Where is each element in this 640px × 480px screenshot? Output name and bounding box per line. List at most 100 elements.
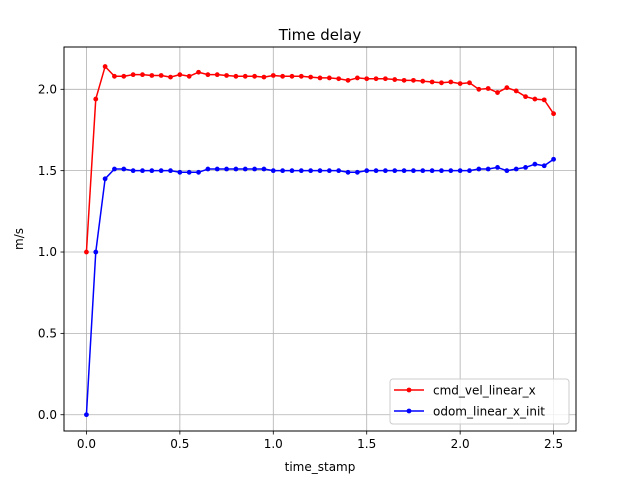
legend-swatch-marker [406,408,412,414]
y-tick-label: 0.5 [38,327,57,341]
data-point [196,69,201,75]
data-point [289,168,295,174]
y-axis: 0.0 0.5 1.0 1.5 2.0 [38,83,64,422]
legend-box [389,378,570,425]
data-point [523,94,528,100]
data-point [495,90,500,95]
data-point [261,74,267,80]
data-point [392,77,398,82]
data-point [168,168,173,174]
data-point [532,96,538,102]
data-point [485,86,491,91]
data-point [541,97,547,103]
data-point [495,165,500,170]
data-point [541,163,547,169]
data-point [177,169,183,175]
data-point [140,168,145,174]
data-point [261,166,267,172]
data-point [383,168,388,174]
data-point [158,168,164,174]
data-point [326,75,332,81]
data-point [467,168,472,174]
data-point [242,166,248,172]
data-point [420,168,426,174]
data-point [336,76,342,82]
data-point [392,168,398,174]
data-point [308,74,314,80]
data-point [158,73,164,78]
y-tick-label: 1.0 [38,245,57,259]
legend: cmd_vel_linear_x odom_linear_x_init [389,378,570,425]
x-tick-label: 2.0 [451,437,470,451]
chart-title: Time delay [278,26,362,44]
data-point [401,168,407,174]
data-point [233,73,239,79]
data-point [476,166,482,172]
data-point [532,161,538,167]
data-point [504,168,510,174]
x-tick-label: 1.5 [357,437,376,451]
data-point [448,79,454,85]
data-point [439,80,444,86]
data-point [102,64,108,69]
y-tick-label: 2.0 [38,83,57,97]
data-point [429,168,435,174]
data-point [84,249,89,255]
data-point [196,169,201,175]
data-point [121,166,127,172]
data-point [224,73,229,78]
data-point [457,81,463,87]
x-tick-label: 2.5 [544,437,563,451]
data-point [270,73,276,78]
data-point [186,73,192,79]
data-point [420,78,426,84]
data-point [401,77,407,83]
data-point [373,76,379,82]
data-point [317,75,323,81]
data-point [205,72,211,78]
data-point [289,73,295,79]
data-point [364,76,370,82]
data-point [205,166,211,172]
legend-label: odom_linear_x_init [433,405,545,419]
data-point [280,73,286,79]
data-point [411,168,416,174]
data-point [354,75,360,81]
data-point [457,168,463,174]
data-point [383,76,388,82]
x-axis: 0.0 0.5 1.0 1.5 2.0 2.5 [77,431,563,451]
data-point [317,168,323,174]
data-point [298,168,304,174]
data-point [336,168,342,174]
data-point [513,166,519,172]
data-point [233,166,239,172]
data-point [280,168,286,174]
data-point [224,166,229,172]
data-point [186,169,192,175]
data-point [523,165,528,170]
data-point [242,73,248,79]
data-point [308,168,314,174]
data-point [140,72,145,78]
data-point [270,168,276,174]
data-point [411,77,416,83]
y-axis-label: m/s [12,228,26,250]
x-axis-label: time_stamp [285,460,356,474]
data-point [551,156,556,162]
data-point [326,168,332,174]
data-point [112,166,117,172]
data-point [467,80,472,86]
data-point [214,72,220,78]
data-point [373,168,379,174]
data-point [429,79,435,85]
legend-swatch-marker [406,387,412,393]
data-point [345,169,351,175]
data-point [93,96,99,102]
data-point [504,85,510,91]
data-point [252,166,257,172]
data-point [214,166,220,172]
data-point [130,72,136,78]
data-point [298,73,304,79]
data-point [84,412,89,418]
